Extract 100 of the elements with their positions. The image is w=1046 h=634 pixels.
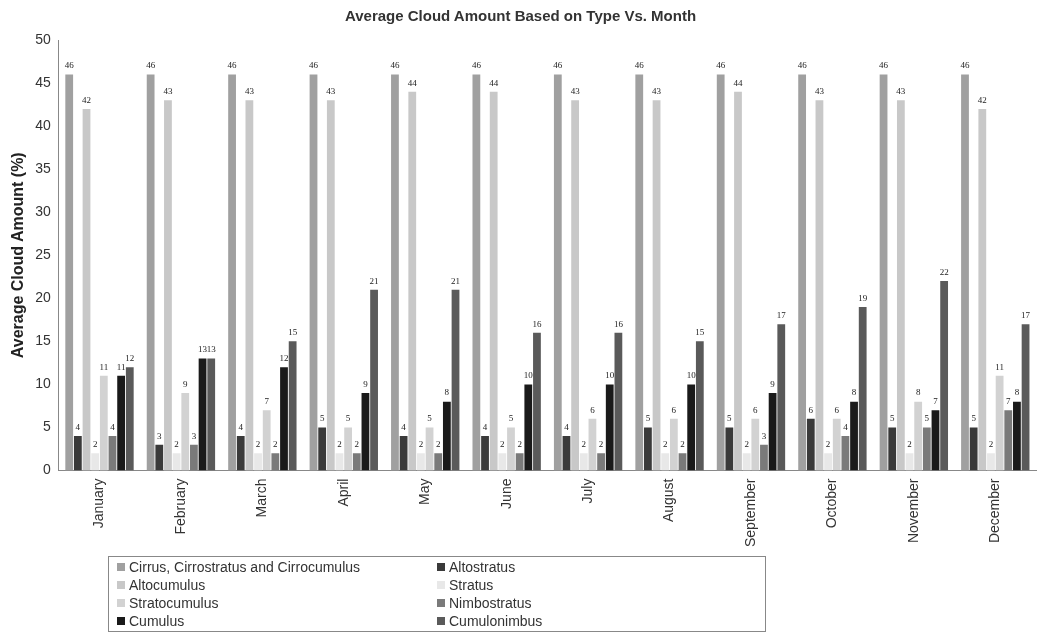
bar xyxy=(318,427,327,471)
bar xyxy=(579,453,588,471)
bar xyxy=(751,418,760,471)
legend-label: Stratus xyxy=(449,576,494,594)
bar xyxy=(352,453,361,471)
bar xyxy=(442,401,451,471)
data-label: 3 xyxy=(761,430,767,441)
data-label: 2 xyxy=(418,439,424,450)
bar xyxy=(922,427,931,471)
bar xyxy=(164,100,172,471)
bar xyxy=(245,100,254,471)
y-tick-label: 5 xyxy=(42,418,51,435)
data-label: 9 xyxy=(183,378,188,389)
bar xyxy=(806,418,815,471)
legend-label: Cirrus, Cirrostratus and Cirrocumulus xyxy=(129,558,361,576)
y-tick-label: 35 xyxy=(35,160,51,177)
data-label: 44 xyxy=(489,77,499,88)
x-tick-label: November xyxy=(904,478,921,544)
bar xyxy=(391,74,399,471)
bar xyxy=(326,100,335,471)
bar xyxy=(914,401,923,471)
bar xyxy=(635,74,644,471)
bar xyxy=(652,100,661,471)
data-label: 2 xyxy=(825,439,831,450)
legend-label: Nimbostratus xyxy=(449,594,532,612)
data-label: 22 xyxy=(939,266,949,277)
bar xyxy=(553,74,562,471)
bar xyxy=(507,427,515,471)
bar xyxy=(644,427,652,471)
data-label: 8 xyxy=(851,387,857,398)
data-label: 21 xyxy=(451,275,461,286)
legend-label: Altostratus xyxy=(449,558,516,576)
data-label: 17 xyxy=(776,310,787,320)
bar xyxy=(280,367,288,471)
bar xyxy=(879,74,888,471)
bar xyxy=(824,453,832,471)
data-label: 4 xyxy=(482,421,488,432)
bar xyxy=(228,74,236,471)
y-tick-label: 20 xyxy=(35,289,51,306)
bar xyxy=(417,453,425,471)
data-label: 16 xyxy=(532,318,542,329)
bar xyxy=(146,74,155,471)
data-label: 19 xyxy=(858,292,868,303)
data-label: 13 xyxy=(198,344,208,355)
data-label: 43 xyxy=(326,86,336,97)
data-label: 2 xyxy=(517,439,522,450)
x-tick-label: May xyxy=(416,478,433,505)
bar xyxy=(99,375,108,471)
data-label: 8 xyxy=(915,387,921,398)
data-label: 46 xyxy=(309,60,319,71)
data-label: 2 xyxy=(354,439,360,450)
data-label: 13 xyxy=(206,344,217,355)
bar xyxy=(262,410,271,471)
x-tick-label: September xyxy=(741,478,758,547)
x-tick-label: August xyxy=(660,478,677,523)
y-tick-label: 10 xyxy=(35,375,51,392)
bar xyxy=(695,341,704,471)
data-label: 6 xyxy=(590,404,596,415)
data-label: 4 xyxy=(110,421,116,432)
bar xyxy=(940,281,949,471)
data-label: 46 xyxy=(716,60,726,71)
y-axis-title: Average Cloud Amount (%) xyxy=(9,152,27,359)
data-label: 10 xyxy=(686,370,697,381)
y-tick-label: 0 xyxy=(42,461,51,478)
bar xyxy=(498,453,507,471)
data-label: 46 xyxy=(879,60,889,71)
data-label: 43 xyxy=(570,86,581,97)
bar xyxy=(82,108,91,471)
data-label: 4 xyxy=(843,421,849,432)
data-label: 2 xyxy=(255,439,261,450)
data-label: 2 xyxy=(273,439,278,450)
bar xyxy=(742,453,751,471)
data-label: 2 xyxy=(744,439,749,450)
y-tick-label: 15 xyxy=(35,332,51,349)
bar xyxy=(760,444,768,471)
bar xyxy=(181,393,190,471)
data-label: 2 xyxy=(174,439,179,450)
bar xyxy=(858,306,867,471)
bar xyxy=(288,341,297,471)
x-tick-label: February xyxy=(171,478,188,535)
data-label: 12 xyxy=(125,353,135,364)
data-label: 43 xyxy=(896,86,906,97)
data-label: 3 xyxy=(157,430,163,441)
bar xyxy=(1021,324,1030,471)
data-label: 2 xyxy=(337,439,342,450)
bar xyxy=(687,384,696,471)
data-label: 46 xyxy=(797,60,808,71)
legend-label: Cumulus xyxy=(129,612,185,630)
bar xyxy=(91,453,100,471)
data-label: 15 xyxy=(695,327,705,338)
data-label: 44 xyxy=(407,77,418,88)
bar xyxy=(370,289,378,471)
data-label: 46 xyxy=(390,60,400,71)
data-label: 46 xyxy=(471,60,482,71)
y-tick-label: 40 xyxy=(35,116,51,133)
data-label: 2 xyxy=(435,439,441,450)
bar xyxy=(995,375,1004,471)
data-label: 7 xyxy=(1006,396,1012,407)
data-label: 2 xyxy=(581,439,587,450)
bar xyxy=(117,375,126,471)
